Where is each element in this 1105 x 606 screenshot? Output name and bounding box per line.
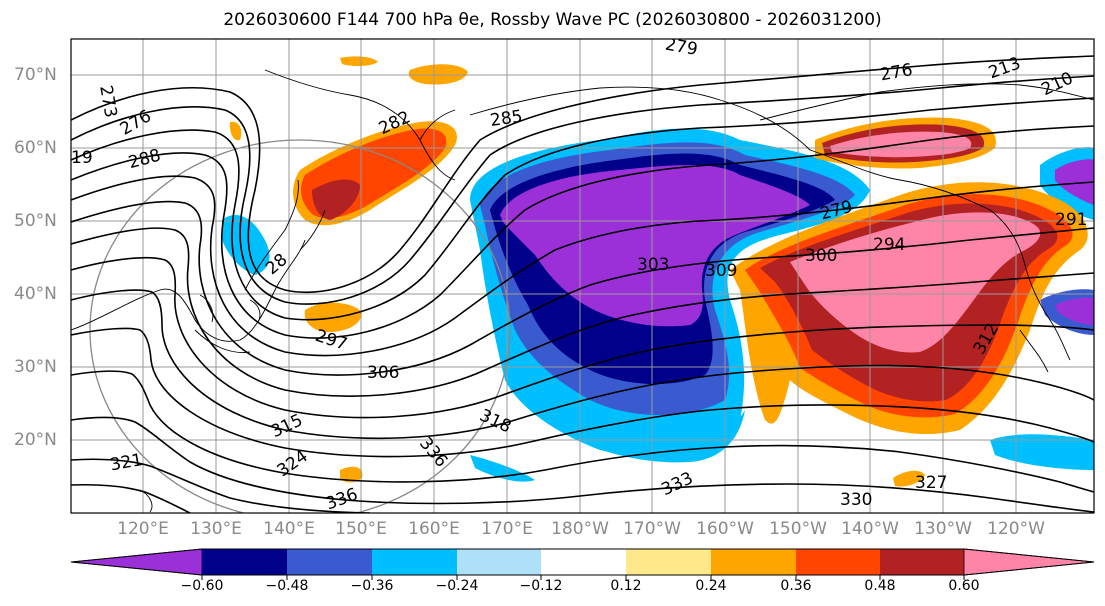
- contour-label-group: 273 276 279 282 285 288 291 294 297 300 …: [71, 35, 1087, 515]
- map-title: 2026030600 F144 700 hPa θe, Rossby Wave …: [223, 10, 882, 30]
- plot-frame: [70, 38, 1095, 514]
- lon-label: 170°W: [623, 519, 681, 539]
- colorbar-tick-label: 0.36: [780, 578, 812, 594]
- lat-label: 60°N: [14, 138, 57, 158]
- lon-label: 120°W: [987, 519, 1045, 539]
- lon-label: 130°W: [914, 519, 972, 539]
- colorbar-cell: [287, 549, 372, 575]
- colorbar-tick-label: −0.12: [519, 578, 563, 594]
- contour-label: 327: [915, 473, 947, 493]
- colorbar-tick-label: −0.60: [180, 578, 224, 594]
- contour-label: 285: [489, 107, 524, 131]
- lat-label: 50°N: [14, 211, 57, 231]
- lon-label: 140°E: [263, 519, 315, 539]
- colorbar: [70, 548, 1095, 580]
- colorbar-cell: [541, 549, 626, 575]
- contour-label: 336: [415, 434, 451, 472]
- contour-label: 273: [95, 84, 120, 119]
- contour-label: 333: [658, 468, 696, 500]
- colorbar-tick-label: 0.60: [948, 578, 980, 594]
- lon-label: 120°E: [117, 519, 169, 539]
- contour-label: 19: [71, 148, 93, 168]
- contour-label: 318: [476, 406, 514, 438]
- contour-label: 297: [313, 326, 350, 355]
- contour-label: 315: [268, 410, 306, 442]
- contour-label: 336: [323, 485, 360, 515]
- contour-lines: [71, 55, 1094, 513]
- colorbar-tick-label: 0.48: [864, 578, 896, 594]
- lat-label: 30°N: [14, 357, 57, 377]
- lon-label: 160°W: [696, 519, 754, 539]
- colorbar-cell: [963, 548, 1095, 576]
- lat-label: 40°N: [14, 284, 57, 304]
- lat-label: 70°N: [14, 65, 57, 85]
- colorbar-tick-label: 0.24: [695, 578, 727, 594]
- contour-label: 330: [840, 490, 872, 510]
- colorbar-tick-label: −0.48: [265, 578, 309, 594]
- colorbar-cell: [70, 548, 203, 576]
- colorbar-cell: [372, 549, 457, 575]
- contour-label: 213: [986, 53, 1023, 83]
- colorbar-cell: [796, 549, 880, 575]
- contour-label: 300: [805, 246, 837, 266]
- colorbar-cell: [880, 549, 964, 575]
- lon-label: 150°E: [335, 519, 387, 539]
- contour-label: 321: [109, 450, 144, 475]
- contour-label: 279: [664, 35, 699, 60]
- contour-label: 288: [126, 145, 163, 173]
- lon-label: 160°E: [408, 519, 460, 539]
- contour-label: 294: [873, 235, 905, 255]
- contour-label: 306: [367, 363, 399, 383]
- colorbar-cell: [626, 549, 711, 575]
- lon-label: 180°W: [551, 519, 609, 539]
- lon-label: 130°E: [190, 519, 242, 539]
- colorbar-cell: [711, 549, 796, 575]
- lon-label: 150°W: [769, 519, 827, 539]
- contour-label: 291: [1055, 210, 1087, 230]
- colorbar-tick-label: −0.24: [435, 578, 479, 594]
- lat-label: 20°N: [14, 430, 57, 450]
- colorbar-cell: [202, 549, 287, 575]
- contour-label: 210: [1038, 68, 1076, 100]
- colorbar-tick-label: 0.12: [610, 578, 642, 594]
- contour-label: 309: [705, 261, 737, 281]
- lon-label: 140°W: [841, 519, 899, 539]
- contour-label: 303: [637, 255, 669, 275]
- contour-label: 276: [879, 60, 914, 85]
- colorbar-cell: [457, 549, 541, 575]
- colorbar-tick-label: −0.36: [350, 578, 394, 594]
- lon-label: 170°E: [481, 519, 533, 539]
